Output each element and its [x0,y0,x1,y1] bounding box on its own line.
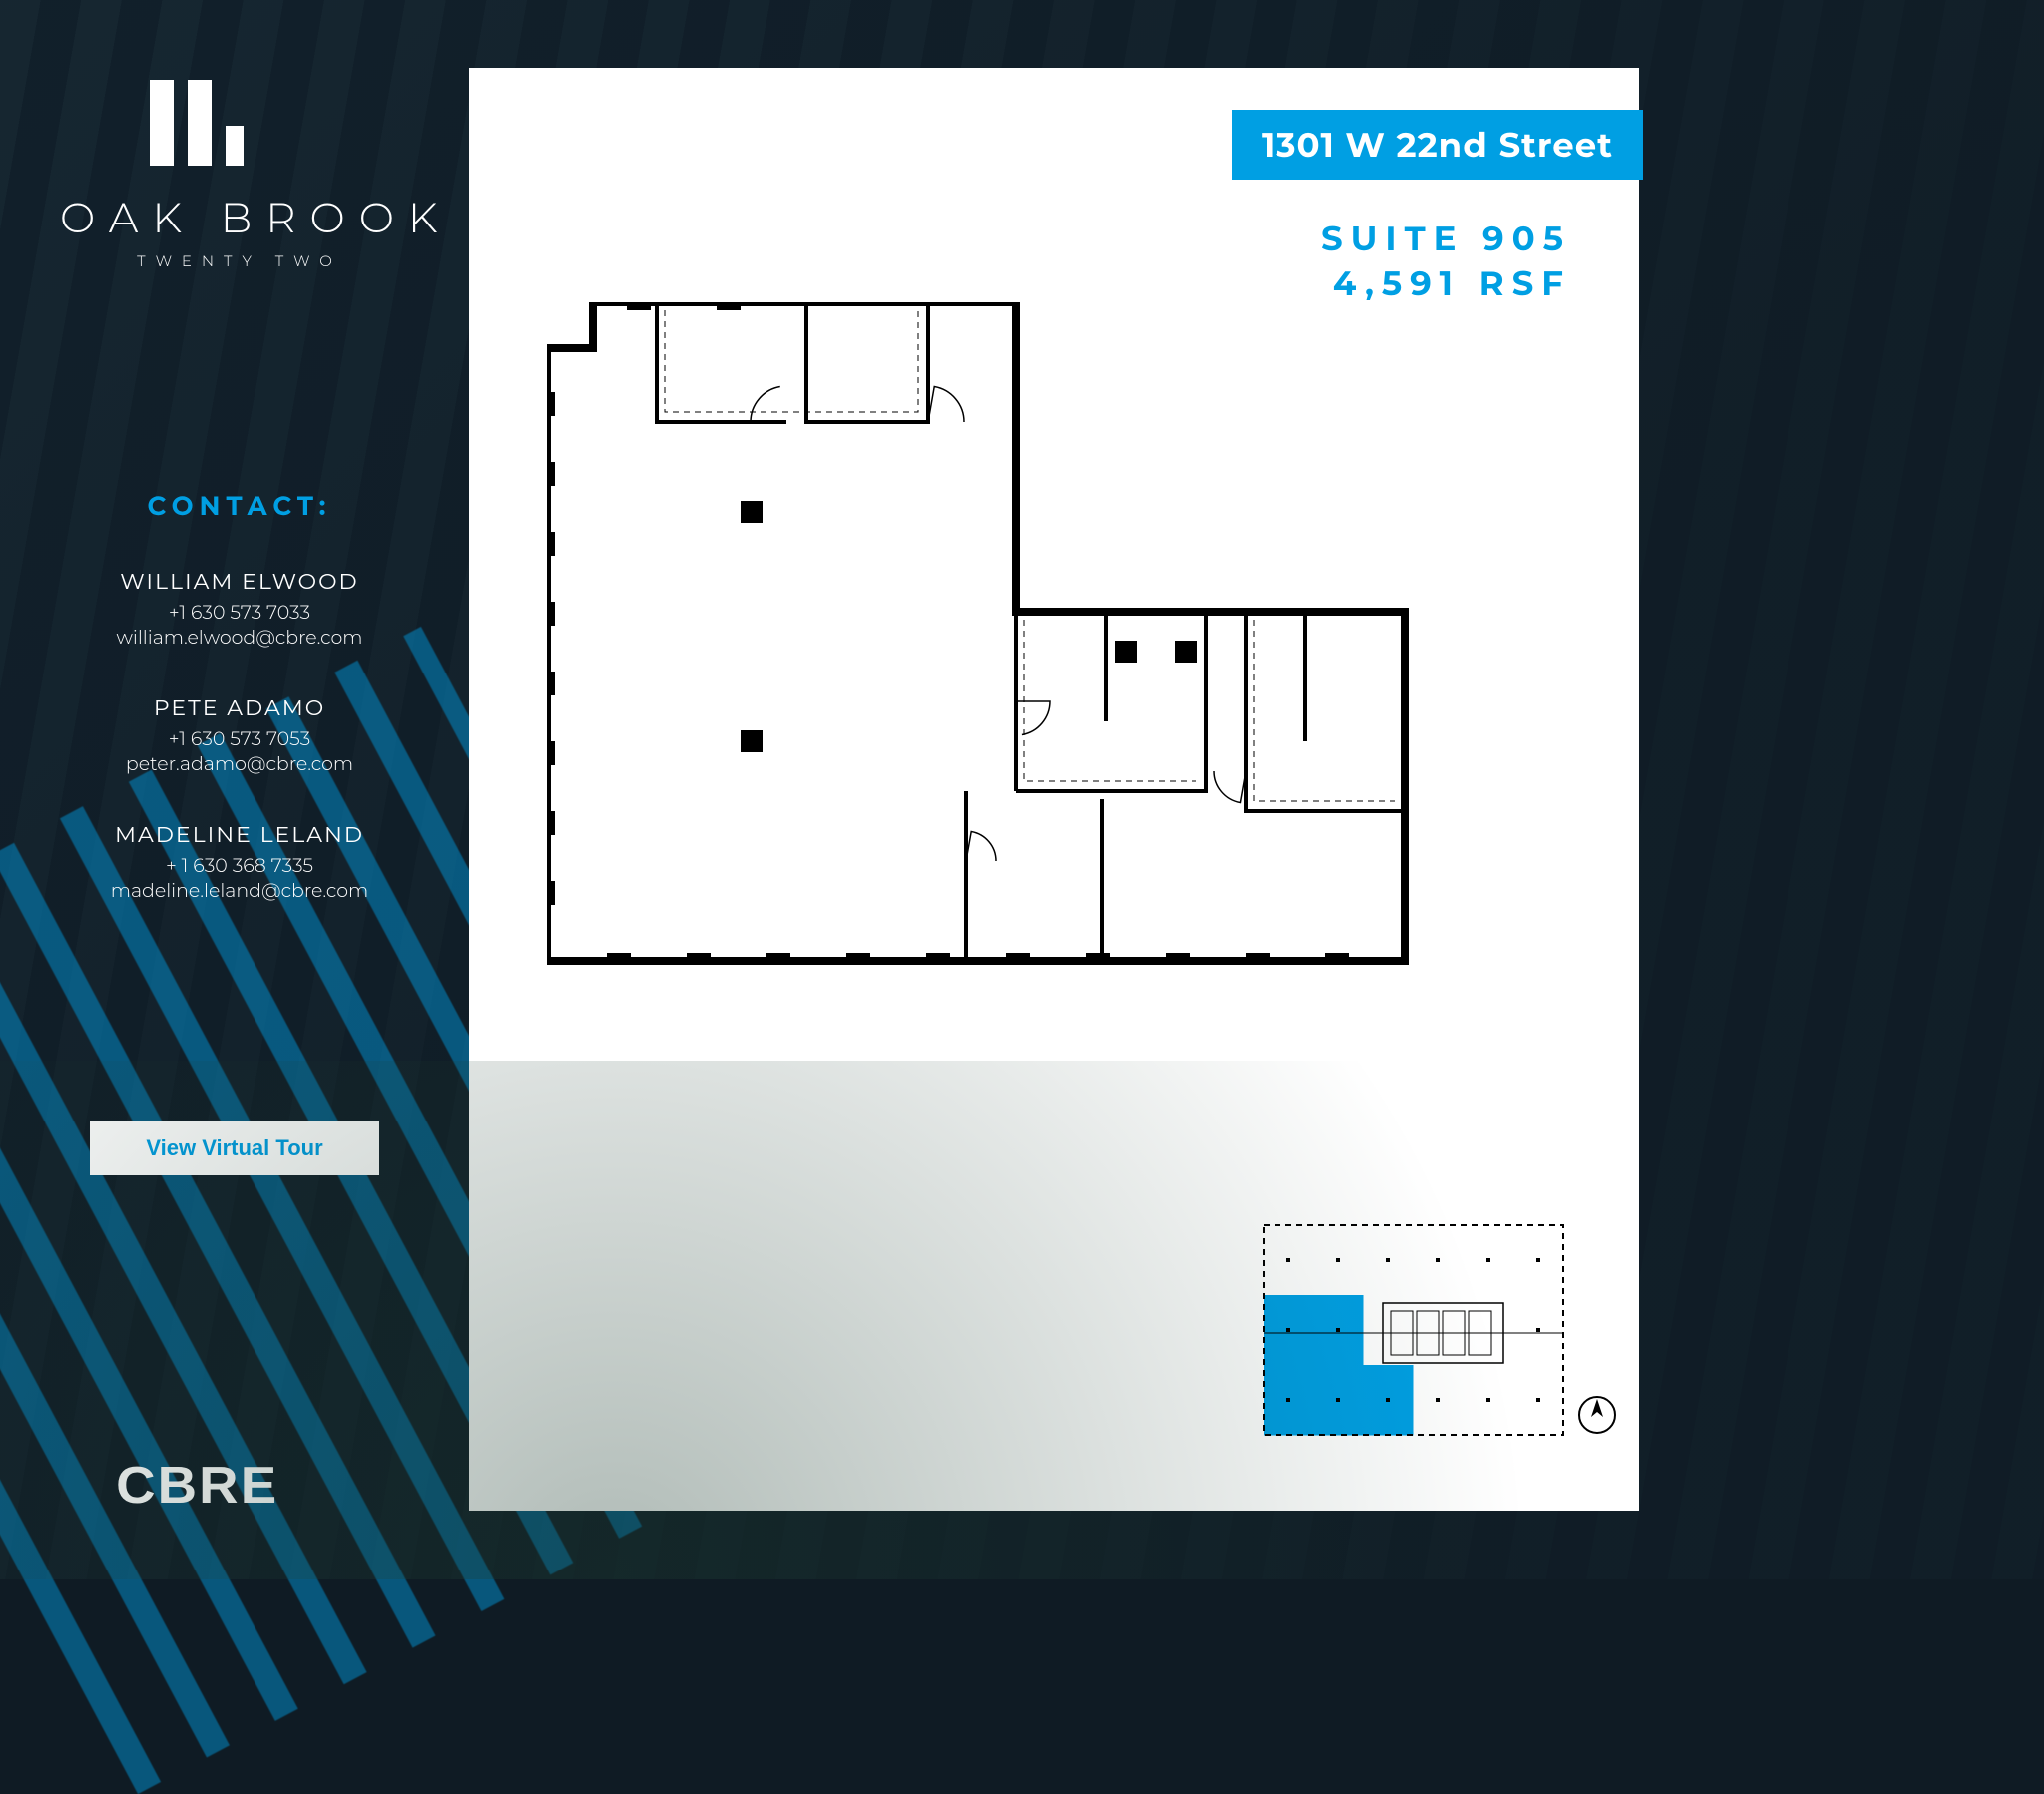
brand-name: OAK BROOK [60,192,419,243]
suite-label: SUITE 905 [1321,218,1571,259]
contact-person: PETE ADAMO +1 630 573 7053 peter.adamo@c… [60,694,419,775]
listing-sheet: 1301 W 22nd Street SUITE 905 4,591 RSF [469,68,1639,1511]
view-virtual-tour-button[interactable]: View Virtual Tour [90,1121,379,1175]
contact-name: PETE ADAMO [60,694,419,721]
contact-email: peter.adamo@cbre.com [60,752,419,775]
sidebar: OAK BROOK TWENTY TWO CONTACT: WILLIAM EL… [0,0,459,1579]
rsf-label: 4,591 RSF [1333,262,1571,304]
compass-north-icon [1577,1395,1617,1435]
contact-phone: +1 630 573 7053 [60,727,419,750]
company-logo: CBRE [116,1456,278,1516]
brand-mark-icon [150,80,419,166]
contact-name: MADELINE LELAND [60,821,419,848]
contact-name: WILLIAM ELWOOD [60,568,419,595]
contact-person: WILLIAM ELWOOD +1 630 573 7033 william.e… [60,568,419,649]
brand-subtitle: TWENTY TWO [60,251,419,270]
contact-person: MADELINE LELAND + 1 630 368 7335 madelin… [60,821,419,902]
keyplan-diagram [1260,1221,1569,1441]
address-banner: 1301 W 22nd Street [1232,110,1643,180]
floorplan-diagram [547,302,1425,1001]
contact-phone: +1 630 573 7033 [60,601,419,624]
contact-heading: CONTACT: [60,490,419,522]
contact-email: madeline.leland@cbre.com [60,879,419,902]
contact-phone: + 1 630 368 7335 [60,854,419,877]
contact-email: william.elwood@cbre.com [60,626,419,649]
page-root: OAK BROOK TWENTY TWO CONTACT: WILLIAM EL… [0,0,2044,1579]
